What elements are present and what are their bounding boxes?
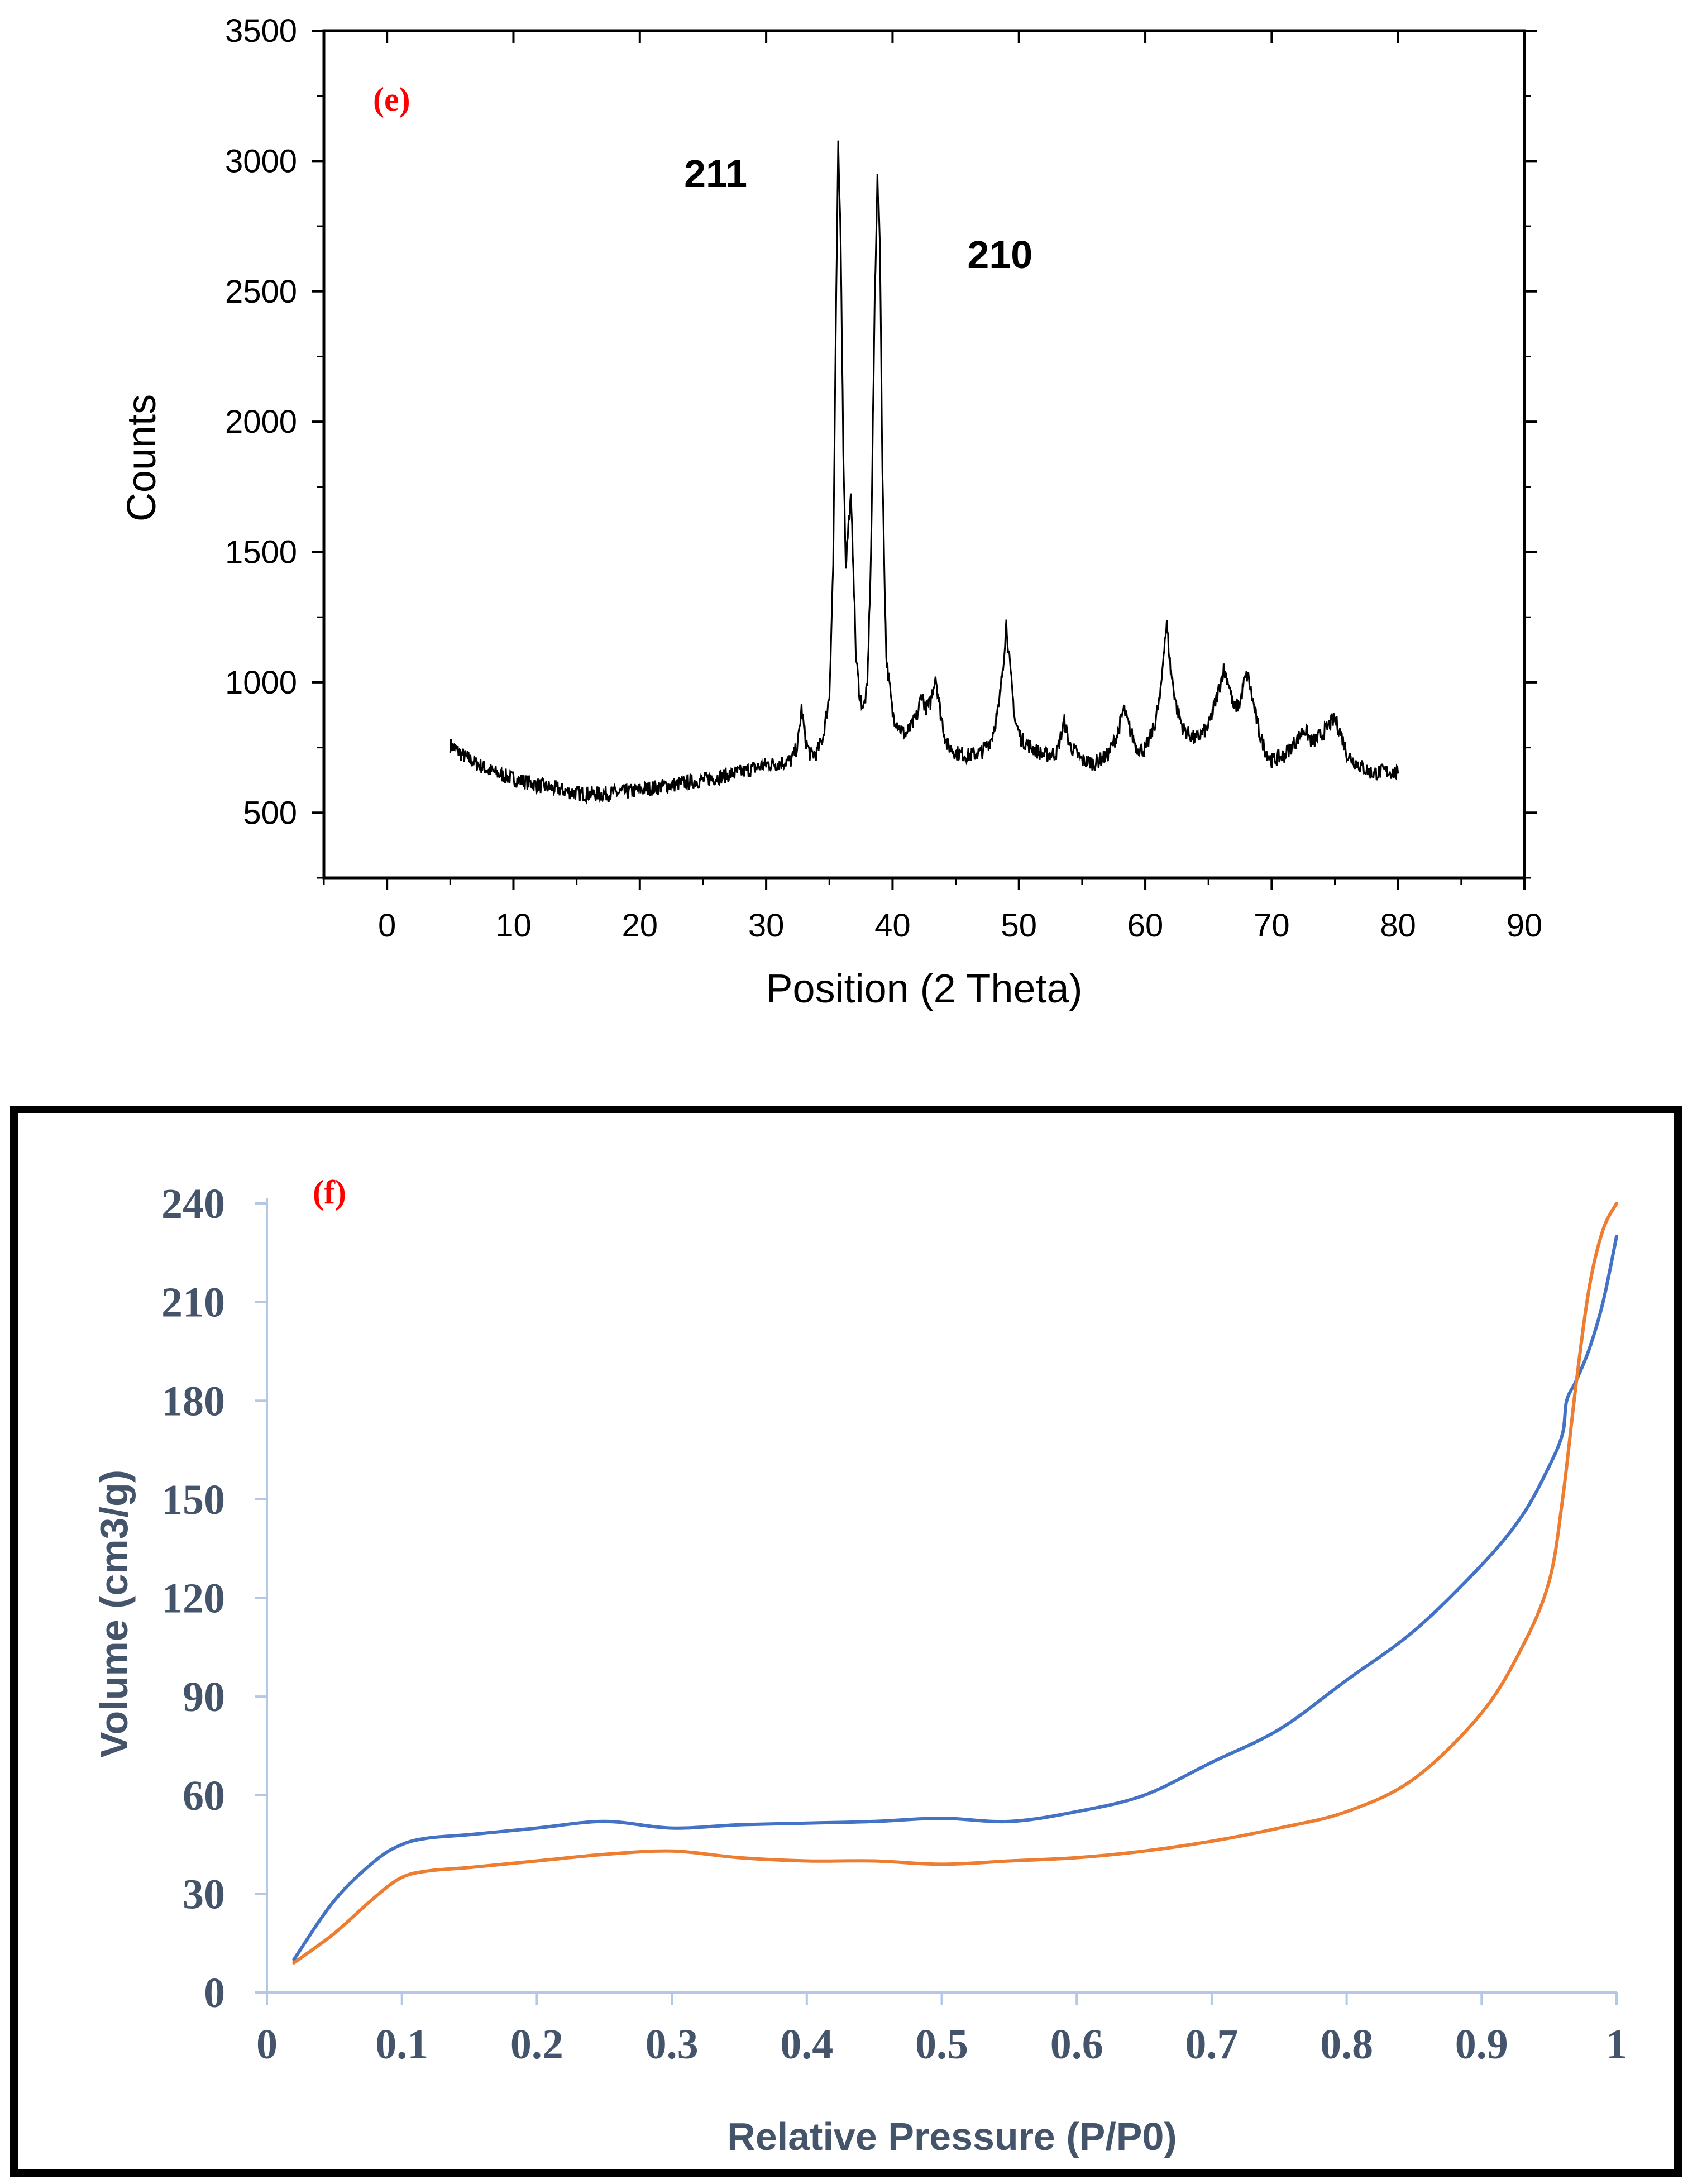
xrd-peak-annotation: 211 bbox=[684, 152, 747, 195]
xrd-series-line bbox=[449, 140, 1399, 805]
bet-x-tick-label: 0.7 bbox=[1185, 2021, 1238, 2068]
xrd-x-tick-label: 60 bbox=[1127, 907, 1164, 944]
xrd-annotations: 211 210 bbox=[684, 152, 1032, 276]
xrd-x-tick-label: 90 bbox=[1507, 907, 1543, 944]
bet-y-tick-label: 150 bbox=[161, 1476, 225, 1523]
xrd-plot-frame bbox=[322, 29, 1526, 880]
bet-x-tick-label: 0.1 bbox=[375, 2021, 428, 2068]
xrd-y-tick-label: 3000 bbox=[225, 143, 297, 179]
bet-x-tick-label: 0.2 bbox=[510, 2021, 563, 2068]
xrd-y-tick-label: 500 bbox=[243, 795, 297, 831]
bet-y-tick-label: 60 bbox=[183, 1772, 225, 1819]
bet-y-tick-label: 180 bbox=[161, 1378, 225, 1425]
bet-panel-label: (f) bbox=[313, 1174, 346, 1211]
bet-y-tick-label: 0 bbox=[204, 1970, 225, 2016]
bet-y-tick-label: 90 bbox=[183, 1674, 225, 1721]
bet-y-tick-label: 240 bbox=[161, 1181, 225, 1227]
xrd-ticks bbox=[312, 30, 1537, 890]
xrd-x-axis-label: Position (2 Theta) bbox=[766, 967, 1083, 1011]
xrd-x-tick-label: 40 bbox=[874, 907, 911, 944]
bet-x-tick-label: 0.9 bbox=[1455, 2021, 1508, 2068]
bet-chart: 0 30 60 90 120 150 180 210 240 0 0.1 0.2 0.3 0.4 0.5 0.… bbox=[10, 1106, 1682, 2177]
bet-x-tick-label: 0.4 bbox=[780, 2021, 833, 2068]
bet-y-axis-label: Volume (cm3/g) bbox=[92, 1470, 136, 1758]
xrd-x-tick-label: 0 bbox=[378, 907, 396, 944]
bet-panel-border bbox=[10, 1106, 1682, 2177]
bet-y-tick-label: 120 bbox=[161, 1575, 225, 1622]
bet-x-tick-label: 0.5 bbox=[915, 2021, 968, 2068]
xrd-y-tick-label: 2500 bbox=[225, 274, 297, 310]
bet-x-axis-label: Relative Pressure (P/P0) bbox=[727, 2115, 1177, 2158]
xrd-y-tick-label: 1000 bbox=[225, 665, 297, 701]
xrd-peak-annotation: 210 bbox=[967, 233, 1032, 276]
xrd-x-tick-label: 70 bbox=[1254, 907, 1290, 944]
bet-tick-labels: 0 30 60 90 120 150 180 210 240 0 0.1 0.2 0.3 0.4 0.5 0.… bbox=[161, 1181, 1627, 2068]
bet-y-tick-label: 30 bbox=[183, 1871, 225, 1918]
xrd-x-tick-label: 50 bbox=[1001, 907, 1037, 944]
bet-x-tick-label: 0.8 bbox=[1320, 2021, 1373, 2068]
bet-series-adsorption-line bbox=[292, 1202, 1618, 1965]
bet-x-tick-label: 0 bbox=[256, 2021, 278, 2068]
xrd-x-tick-label: 30 bbox=[748, 907, 785, 944]
xrd-y-tick-label: 3500 bbox=[225, 13, 297, 49]
xrd-x-tick-label: 20 bbox=[622, 907, 658, 944]
xrd-x-tick-label: 10 bbox=[495, 907, 532, 944]
xrd-chart: 0 10 20 30 40 50 60 70 80 90 500 1000 1500 2000 2500 30… bbox=[119, 13, 1542, 1011]
bet-y-tick-label: 210 bbox=[161, 1279, 225, 1326]
bet-axes bbox=[255, 1198, 1618, 2005]
xrd-y-axis-label: Counts bbox=[119, 394, 164, 522]
bet-x-tick-label: 0.3 bbox=[646, 2021, 699, 2068]
bet-series-desorption-line bbox=[292, 1234, 1618, 1962]
xrd-y-tick-label: 1500 bbox=[225, 534, 297, 571]
xrd-y-tick-label: 2000 bbox=[225, 404, 297, 440]
xrd-tick-labels: 0 10 20 30 40 50 60 70 80 90 500 1000 1500 2000 2500 30… bbox=[225, 13, 1542, 944]
xrd-panel-label: (e) bbox=[373, 81, 410, 118]
xrd-x-tick-label: 80 bbox=[1380, 907, 1416, 944]
bet-x-tick-label: 1 bbox=[1606, 2021, 1627, 2068]
bet-x-tick-label: 0.6 bbox=[1050, 2021, 1103, 2068]
